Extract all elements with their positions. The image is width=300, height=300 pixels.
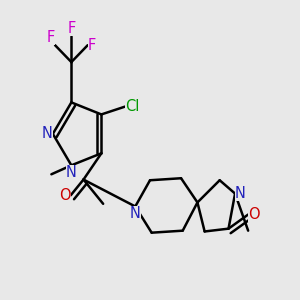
Text: N: N — [235, 186, 246, 201]
Text: F: F — [88, 38, 96, 53]
Text: N: N — [42, 126, 53, 141]
Text: Cl: Cl — [125, 99, 140, 114]
Text: F: F — [47, 30, 55, 45]
Text: N: N — [130, 206, 141, 221]
Text: O: O — [248, 207, 260, 222]
Text: O: O — [59, 188, 71, 203]
Text: F: F — [67, 21, 76, 36]
Text: N: N — [66, 165, 77, 180]
